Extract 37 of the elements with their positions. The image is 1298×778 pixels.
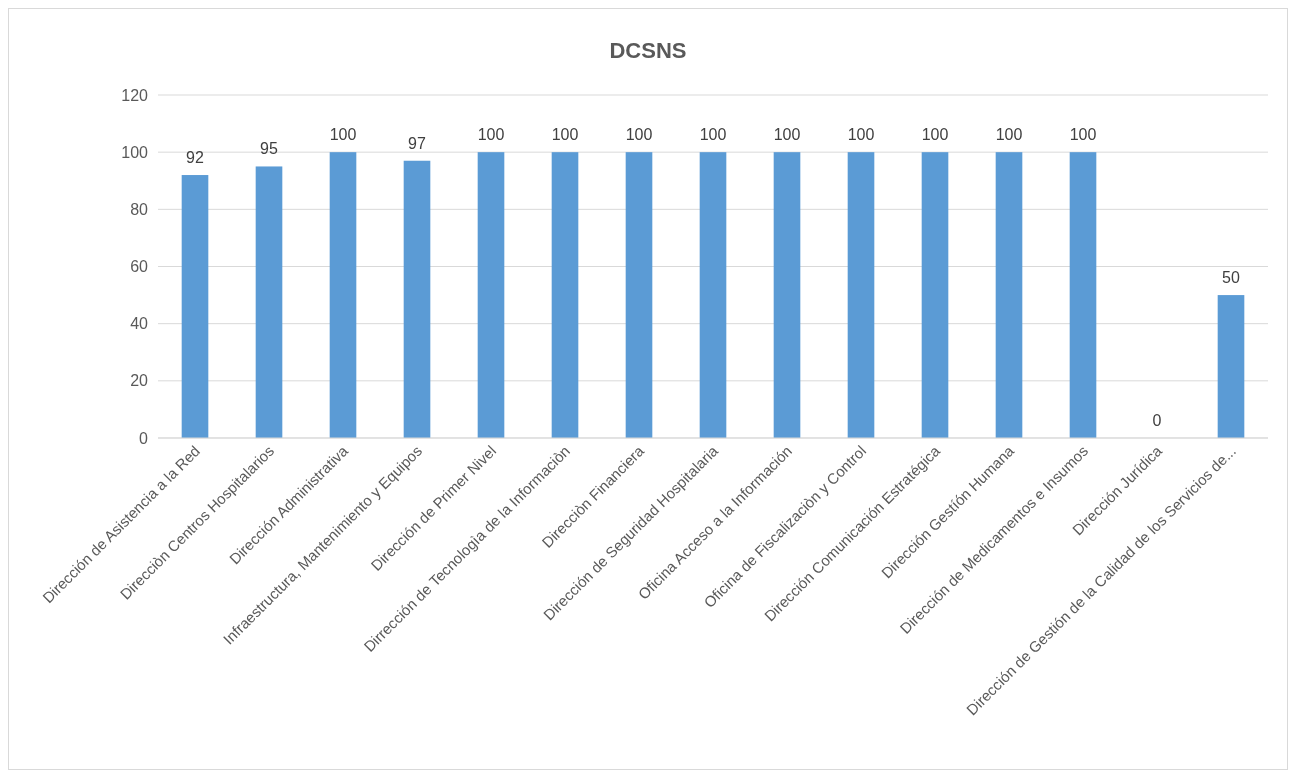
bar xyxy=(699,152,727,438)
data-label: 100 xyxy=(773,126,801,144)
bar xyxy=(551,152,579,438)
data-label: 100 xyxy=(625,126,653,144)
bar xyxy=(477,152,505,438)
bar xyxy=(403,160,431,438)
y-tick-label: 0 xyxy=(139,429,149,447)
data-label: 100 xyxy=(995,126,1023,144)
bar xyxy=(921,152,949,438)
bar xyxy=(181,175,209,438)
data-label: 100 xyxy=(1069,126,1097,144)
bar xyxy=(329,152,357,438)
bar xyxy=(1069,152,1097,438)
y-tick-label: 60 xyxy=(130,258,149,276)
data-label: 0 xyxy=(1152,412,1162,429)
y-tick-label: 80 xyxy=(130,200,149,218)
y-tick-label: 20 xyxy=(130,372,149,390)
bar xyxy=(625,152,653,438)
bar xyxy=(847,152,875,438)
data-label: 97 xyxy=(408,134,426,152)
data-label: 100 xyxy=(551,126,579,144)
bar xyxy=(773,152,801,438)
data-label: 100 xyxy=(921,126,949,144)
data-label: 95 xyxy=(260,140,278,158)
data-label: 100 xyxy=(699,126,727,144)
data-label: 92 xyxy=(186,149,204,167)
bar xyxy=(255,166,283,438)
data-label: 100 xyxy=(477,126,505,144)
data-label: 100 xyxy=(329,126,357,144)
bar xyxy=(1217,295,1245,438)
data-label: 100 xyxy=(847,126,875,144)
y-tick-label: 40 xyxy=(130,315,149,333)
bar xyxy=(995,152,1023,438)
data-label: 50 xyxy=(1222,269,1240,287)
y-tick-label: 120 xyxy=(121,86,149,104)
chart-title: DCSNS xyxy=(609,38,687,63)
y-tick-label: 100 xyxy=(121,143,149,161)
